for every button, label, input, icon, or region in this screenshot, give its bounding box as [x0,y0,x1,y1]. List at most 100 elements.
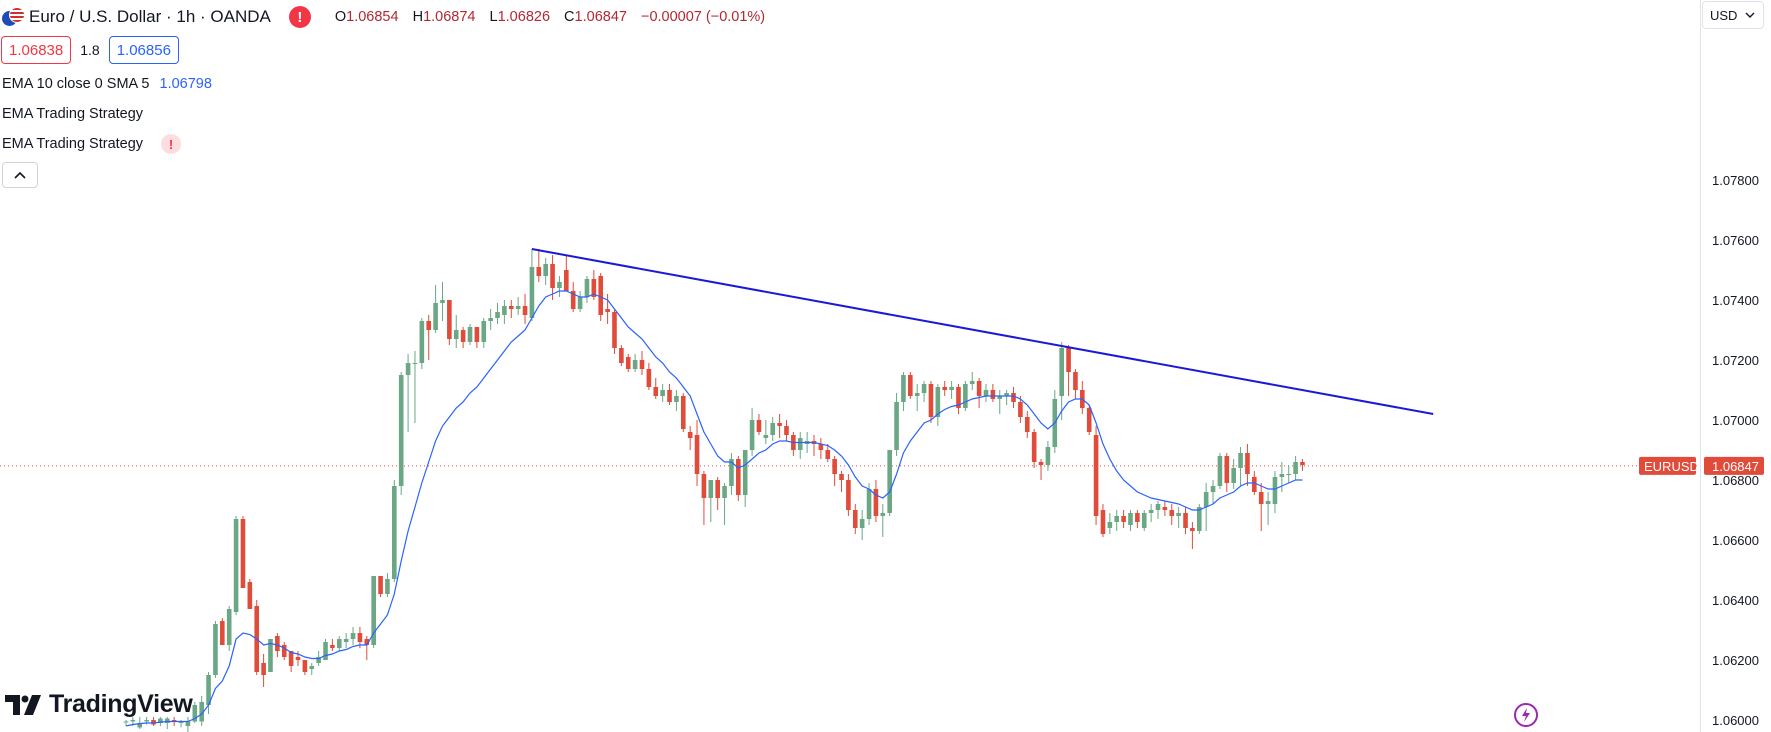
candle-up [502,306,507,315]
candle-down [942,387,948,390]
candle-down [715,480,720,498]
candle-up [1293,462,1298,474]
candle-down [275,636,280,651]
candle-up [1210,486,1216,492]
price-tick-label: 1.07200 [1712,353,1759,368]
candle-down [756,420,762,432]
candle-up [997,396,1003,399]
candle-down [570,291,576,309]
candle-down [873,489,879,516]
currency-select[interactable]: USD [1702,1,1764,29]
candle-up [488,318,493,321]
flash-icon[interactable] [1514,703,1538,727]
collapse-legend-button[interactable] [2,162,38,188]
sell-button[interactable]: 1.06838 [1,36,72,64]
candle-down [1073,372,1078,390]
candle-down [777,423,782,426]
candle-down [639,360,645,369]
warning-exclamation-icon[interactable]: ! [161,134,182,154]
candle-up [1059,348,1064,396]
candle-down [818,444,824,450]
candle-down [653,387,659,396]
candle-up [577,297,583,309]
candle-up [921,384,927,393]
candle-up [206,675,211,705]
candle-up [983,390,989,396]
candle-up [1148,510,1154,513]
price-tick-label: 1.07600 [1712,233,1759,248]
candle-up [584,279,590,297]
candle-down [908,375,913,396]
candle-up [1004,393,1009,396]
candle-up [1203,492,1209,507]
candles-layer [123,249,1305,732]
candle-down [825,450,831,459]
high-value: 1.06874 [423,9,476,25]
candle-up [729,459,734,486]
candle-up [392,486,397,579]
candle-up [130,720,136,722]
candle-down [1169,510,1175,516]
candle-up [797,438,803,450]
candle-down [1300,462,1305,465]
close-key: C [564,9,575,25]
symbol-tag-label: EURUSD [1644,459,1699,474]
candle-up [722,486,727,498]
candle-down [625,357,631,369]
candle-up [749,420,755,450]
candle-up [336,639,342,648]
candle-up [859,519,865,528]
candle-up [185,721,191,726]
price-tick-label: 1.07400 [1712,293,1759,308]
alert-exclamation-icon[interactable]: ! [288,6,311,28]
candle-down [1252,477,1257,492]
symbol-tag [1639,456,1696,475]
candle-down [357,633,363,642]
candle-up [963,384,968,408]
indicator-legend-strategy-2[interactable]: EMA Trading Strategy ! [2,134,182,154]
low-key: L [489,9,498,25]
ema-line [125,290,1303,727]
trend-line[interactable] [531,248,1434,415]
trade-buttons: 1.06838 1.8 1.06856 [1,36,179,64]
indicator-legend-strategy-1[interactable]: EMA Trading Strategy [2,106,143,122]
candle-down [619,348,624,363]
candle-down [281,645,287,657]
candle-down [687,432,693,438]
price-scale[interactable]: 1.07800 1.07600 1.07400 1.07200 1.07000 1.068… [1712,173,1759,728]
buy-button[interactable]: 1.06856 [108,36,179,64]
candle-up [467,327,473,342]
candle-down [1183,513,1188,528]
candle-up [894,402,899,450]
candle-down [1066,348,1071,372]
last-price-tag-label: 1.06847 [1712,459,1759,474]
candle-up [515,306,521,309]
candle-down [426,321,432,330]
candle-down [550,264,555,288]
candle-up [969,381,975,384]
candle-up [1155,504,1161,510]
candle-down [591,279,597,297]
open-value: 1.06854 [346,9,399,25]
candle-up [949,387,954,390]
candle-up [901,375,906,402]
indicator-legend-ema[interactable]: EMA 10 close 0 SMA 5 1.06798 [2,76,212,92]
tradingview-logo[interactable]: TradingView [5,690,193,719]
candle-down [680,396,686,429]
candle-up [674,396,679,402]
price-tick-label: 1.07800 [1712,173,1759,188]
candle-down [1245,453,1250,474]
candle-up [880,513,886,516]
candle-down [460,330,466,342]
candle-up [213,624,218,675]
candle-up [453,330,459,339]
candle-down [1190,528,1195,531]
symbol-title[interactable]: Euro / U.S. Dollar · 1h · OANDA [29,7,271,26]
candle-down [1224,456,1230,483]
candle-up [1238,453,1243,468]
currency-value: USD [1710,7,1738,23]
candle-down [598,276,604,315]
change-value: −0.00007 (−0.01%) [640,9,766,25]
candle-up [398,375,404,486]
